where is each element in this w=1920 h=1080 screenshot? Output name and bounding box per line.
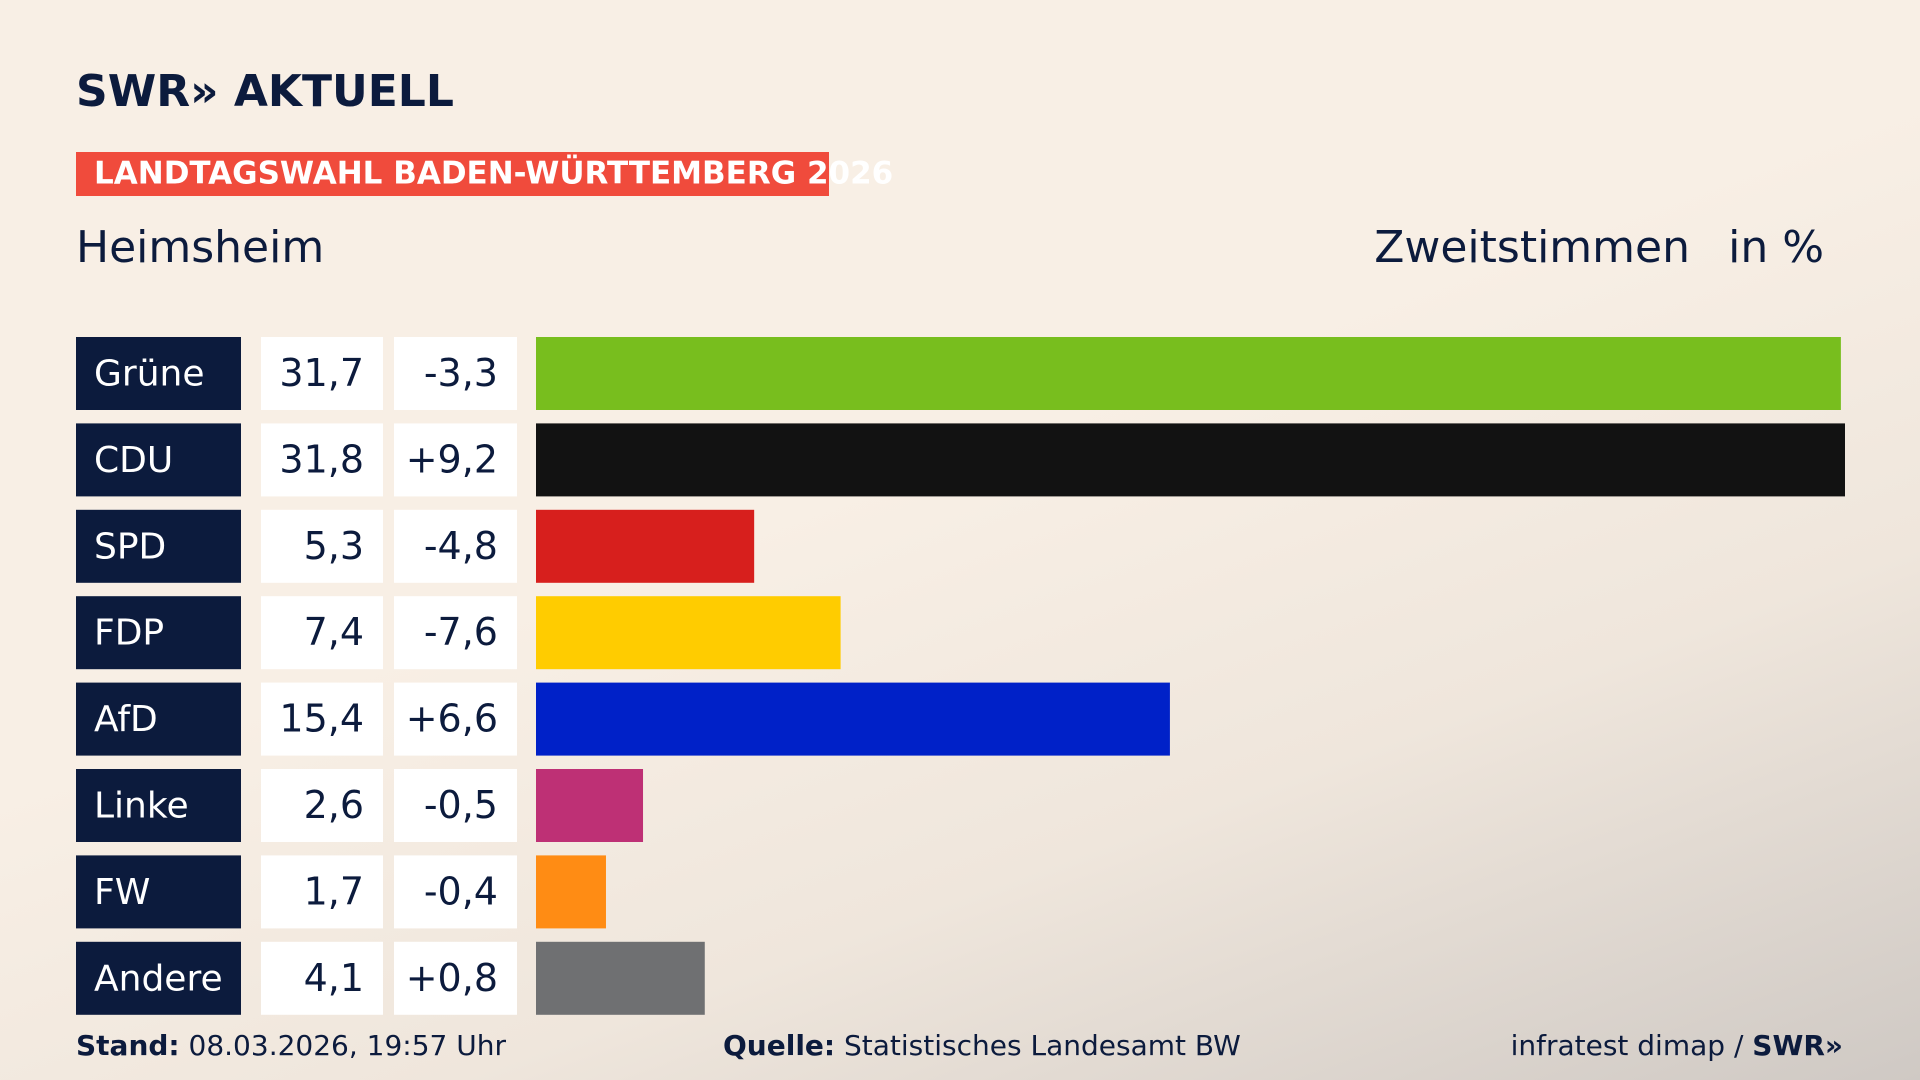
party-box xyxy=(76,941,241,1015)
party-label: FDP xyxy=(94,613,164,654)
change-label: -4,8 xyxy=(424,524,498,568)
change-label: +9,2 xyxy=(406,437,498,481)
change-box xyxy=(394,855,517,929)
bar xyxy=(536,596,841,670)
value-box xyxy=(261,423,383,497)
logo: SWR» AKTUELL xyxy=(76,66,454,117)
title-banner xyxy=(76,152,829,196)
value-label: 2,6 xyxy=(304,783,364,827)
value-box xyxy=(261,941,383,1015)
credit: infratest dimap / xyxy=(1511,1029,1744,1062)
change-box xyxy=(394,941,517,1015)
chart-title: LANDTAGSWAHL BADEN-WÜRTTEMBERG 2026 xyxy=(94,155,893,192)
party-box xyxy=(76,509,241,583)
change-box xyxy=(394,596,517,670)
party-label: SPD xyxy=(94,526,166,567)
party-label: Andere xyxy=(94,958,223,999)
party-box xyxy=(76,682,241,756)
party-label: AfD xyxy=(94,699,158,740)
party-box xyxy=(76,769,241,842)
value-label: 31,7 xyxy=(279,351,364,395)
value-box xyxy=(261,596,383,670)
value-label: 5,3 xyxy=(304,524,364,568)
change-label: -7,6 xyxy=(424,610,498,654)
value-box xyxy=(261,337,383,410)
change-box xyxy=(394,769,517,842)
footer-source: Quelle: Statistisches Landesamt BW xyxy=(723,1029,1241,1062)
party-label: Linke xyxy=(94,786,189,827)
bar xyxy=(536,941,705,1015)
subtitle: Heimsheim xyxy=(76,222,324,273)
party-label: CDU xyxy=(94,440,173,481)
bar xyxy=(536,423,1845,497)
party-label: Grüne xyxy=(94,354,204,395)
value-box xyxy=(261,509,383,583)
value-label: 7,4 xyxy=(304,610,364,654)
change-label: +6,6 xyxy=(406,697,498,741)
bar xyxy=(536,855,606,929)
bar xyxy=(536,682,1170,756)
unit: in % xyxy=(1728,222,1824,273)
stand-label: Stand: xyxy=(76,1029,180,1062)
bar xyxy=(536,337,1841,410)
change-box xyxy=(394,337,517,410)
change-box xyxy=(394,509,517,583)
source-label: Quelle: xyxy=(723,1029,835,1062)
party-box xyxy=(76,423,241,497)
value-label: 4,1 xyxy=(304,956,364,1000)
source: Statistisches Landesamt BW xyxy=(844,1029,1241,1062)
value-label: 31,8 xyxy=(279,437,364,481)
credit-logo: SWR» xyxy=(1752,1029,1843,1062)
change-box xyxy=(394,682,517,756)
party-label: FW xyxy=(94,872,150,913)
change-label: -0,5 xyxy=(424,783,498,827)
value-label: 15,4 xyxy=(279,697,364,741)
change-label: -0,4 xyxy=(424,869,498,913)
change-label: +0,8 xyxy=(406,956,498,1000)
footer-stand: Stand: 08.03.2026, 19:57 Uhr xyxy=(76,1029,506,1062)
bar xyxy=(536,769,644,842)
stand: 08.03.2026, 19:57 Uhr xyxy=(189,1029,507,1062)
value-box xyxy=(261,855,383,929)
footer-credit: infratest dimap / SWR» xyxy=(1511,1029,1843,1062)
measure: Zweitstimmen xyxy=(1374,222,1690,273)
bar xyxy=(536,509,755,583)
change-label: -3,3 xyxy=(424,351,498,395)
party-box xyxy=(76,596,241,670)
value-box xyxy=(261,769,383,842)
value-box xyxy=(261,682,383,756)
value-label: 1,7 xyxy=(304,869,364,913)
change-box xyxy=(394,423,517,497)
party-box xyxy=(76,855,241,929)
party-box xyxy=(76,337,241,410)
